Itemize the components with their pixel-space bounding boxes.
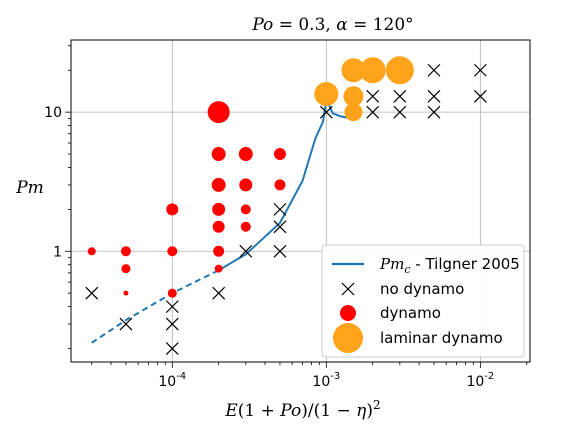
marker-stroke bbox=[366, 89, 380, 103]
no-dynamo-marker bbox=[366, 89, 380, 103]
curve-solid-segment bbox=[218, 98, 350, 272]
legend-label-critical-curve: Pmc - Tilgner 2005 bbox=[379, 255, 520, 276]
marker-stroke bbox=[165, 342, 179, 355]
marker-stroke bbox=[212, 286, 226, 300]
no-dynamo-marker bbox=[165, 300, 179, 314]
marker-stroke bbox=[85, 286, 99, 300]
dynamo-marker bbox=[240, 221, 251, 232]
dynamo-marker bbox=[123, 290, 129, 296]
x-tick-label: 10-3 bbox=[312, 371, 340, 390]
marker-stroke bbox=[239, 244, 253, 258]
no-dynamo-marker bbox=[427, 105, 441, 119]
no-dynamo-marker bbox=[165, 317, 179, 331]
no-dynamo-marker bbox=[165, 342, 179, 355]
dynamo-marker bbox=[167, 288, 177, 298]
marker-stroke bbox=[393, 89, 407, 103]
laminar-dynamo-marker bbox=[343, 86, 364, 107]
marker-stroke bbox=[393, 105, 407, 119]
dynamo-marker bbox=[167, 246, 178, 257]
laminar-dynamo-marker bbox=[344, 103, 363, 122]
no-dynamo-marker bbox=[427, 89, 441, 103]
marker-stroke bbox=[473, 89, 487, 103]
dynamo-marker bbox=[240, 204, 251, 215]
curve-dashed-segment bbox=[91, 269, 220, 344]
dynamo-marker bbox=[120, 246, 131, 257]
plot-frame bbox=[70, 39, 531, 363]
y-tick-label: 10 bbox=[44, 105, 62, 121]
x-tick-label: 10-4 bbox=[158, 371, 186, 390]
no-dynamo-marker bbox=[239, 244, 253, 258]
marker-stroke bbox=[341, 282, 355, 296]
legend-box bbox=[321, 244, 525, 358]
legend: Pmc - Tilgner 2005 no dynamo dynamo laminar… bbox=[321, 244, 525, 358]
laminar-dynamo-marker bbox=[385, 56, 414, 85]
dynamo-marker bbox=[214, 264, 223, 273]
laminar-dynamo-marker bbox=[341, 58, 366, 83]
no-dynamo-marker bbox=[212, 286, 226, 300]
no-dynamo-marker bbox=[273, 220, 287, 234]
laminar-dynamo-marker bbox=[359, 57, 386, 84]
dynamo-marker bbox=[213, 245, 225, 257]
legend-laminar-symbol bbox=[333, 323, 363, 353]
dynamo-marker bbox=[166, 203, 179, 216]
dynamo-marker bbox=[212, 202, 226, 216]
x-axis-label: E(1 + Po)/(1 − η)2 bbox=[224, 398, 380, 421]
dynamo-marker bbox=[211, 177, 226, 192]
marker-stroke bbox=[427, 89, 441, 103]
legend-label: dynamo bbox=[380, 304, 441, 322]
marker-stroke bbox=[366, 105, 380, 119]
dynamo-marker bbox=[121, 264, 131, 274]
no-dynamo-marker bbox=[319, 105, 333, 119]
dynamo-marker bbox=[238, 147, 253, 162]
legend-dynamo-symbol bbox=[340, 305, 356, 321]
dynamo-marker bbox=[274, 179, 286, 191]
marker-stroke bbox=[427, 63, 441, 77]
y-tick-label: 1 bbox=[53, 244, 62, 260]
dynamo-marker bbox=[273, 148, 286, 161]
dynamo-marker bbox=[207, 101, 230, 124]
no-dynamo-marker bbox=[366, 105, 380, 119]
marker-stroke bbox=[273, 244, 287, 258]
marker-stroke bbox=[165, 317, 179, 331]
no-dynamo-marker bbox=[427, 63, 441, 77]
dynamo-marker bbox=[239, 178, 253, 192]
no-dynamo-marker bbox=[273, 202, 287, 216]
marker-stroke bbox=[119, 317, 133, 331]
marker-stroke bbox=[319, 105, 333, 119]
no-dynamo-marker bbox=[393, 89, 407, 103]
no-dynamo-marker bbox=[473, 63, 487, 77]
plot-area bbox=[85, 56, 487, 355]
legend-label: no dynamo bbox=[380, 280, 464, 298]
marker-stroke bbox=[473, 63, 487, 77]
dynamo-marker bbox=[212, 220, 225, 233]
chart-title: Po = 0.3, α = 120° bbox=[251, 15, 413, 35]
dynamo-marker bbox=[211, 147, 226, 162]
marker-stroke bbox=[165, 300, 179, 314]
no-dynamo-marker bbox=[393, 105, 407, 119]
x-tick-label: 10-2 bbox=[466, 371, 494, 390]
legend-label: laminar dynamo bbox=[380, 329, 503, 347]
marker-stroke bbox=[273, 202, 287, 216]
dynamo-marker bbox=[87, 247, 96, 256]
marker-stroke bbox=[273, 220, 287, 234]
laminar-dynamo-marker bbox=[314, 82, 339, 107]
no-dynamo-marker bbox=[85, 286, 99, 300]
axes: 10-4 10-3 10-2 1 10 bbox=[44, 45, 528, 390]
marker-stroke bbox=[427, 105, 441, 119]
no-dynamo-marker bbox=[473, 89, 487, 103]
y-axis-label: Pm bbox=[15, 178, 44, 198]
no-dynamo-marker bbox=[273, 244, 287, 258]
legend-x-symbol bbox=[341, 282, 355, 296]
no-dynamo-marker bbox=[119, 317, 133, 331]
